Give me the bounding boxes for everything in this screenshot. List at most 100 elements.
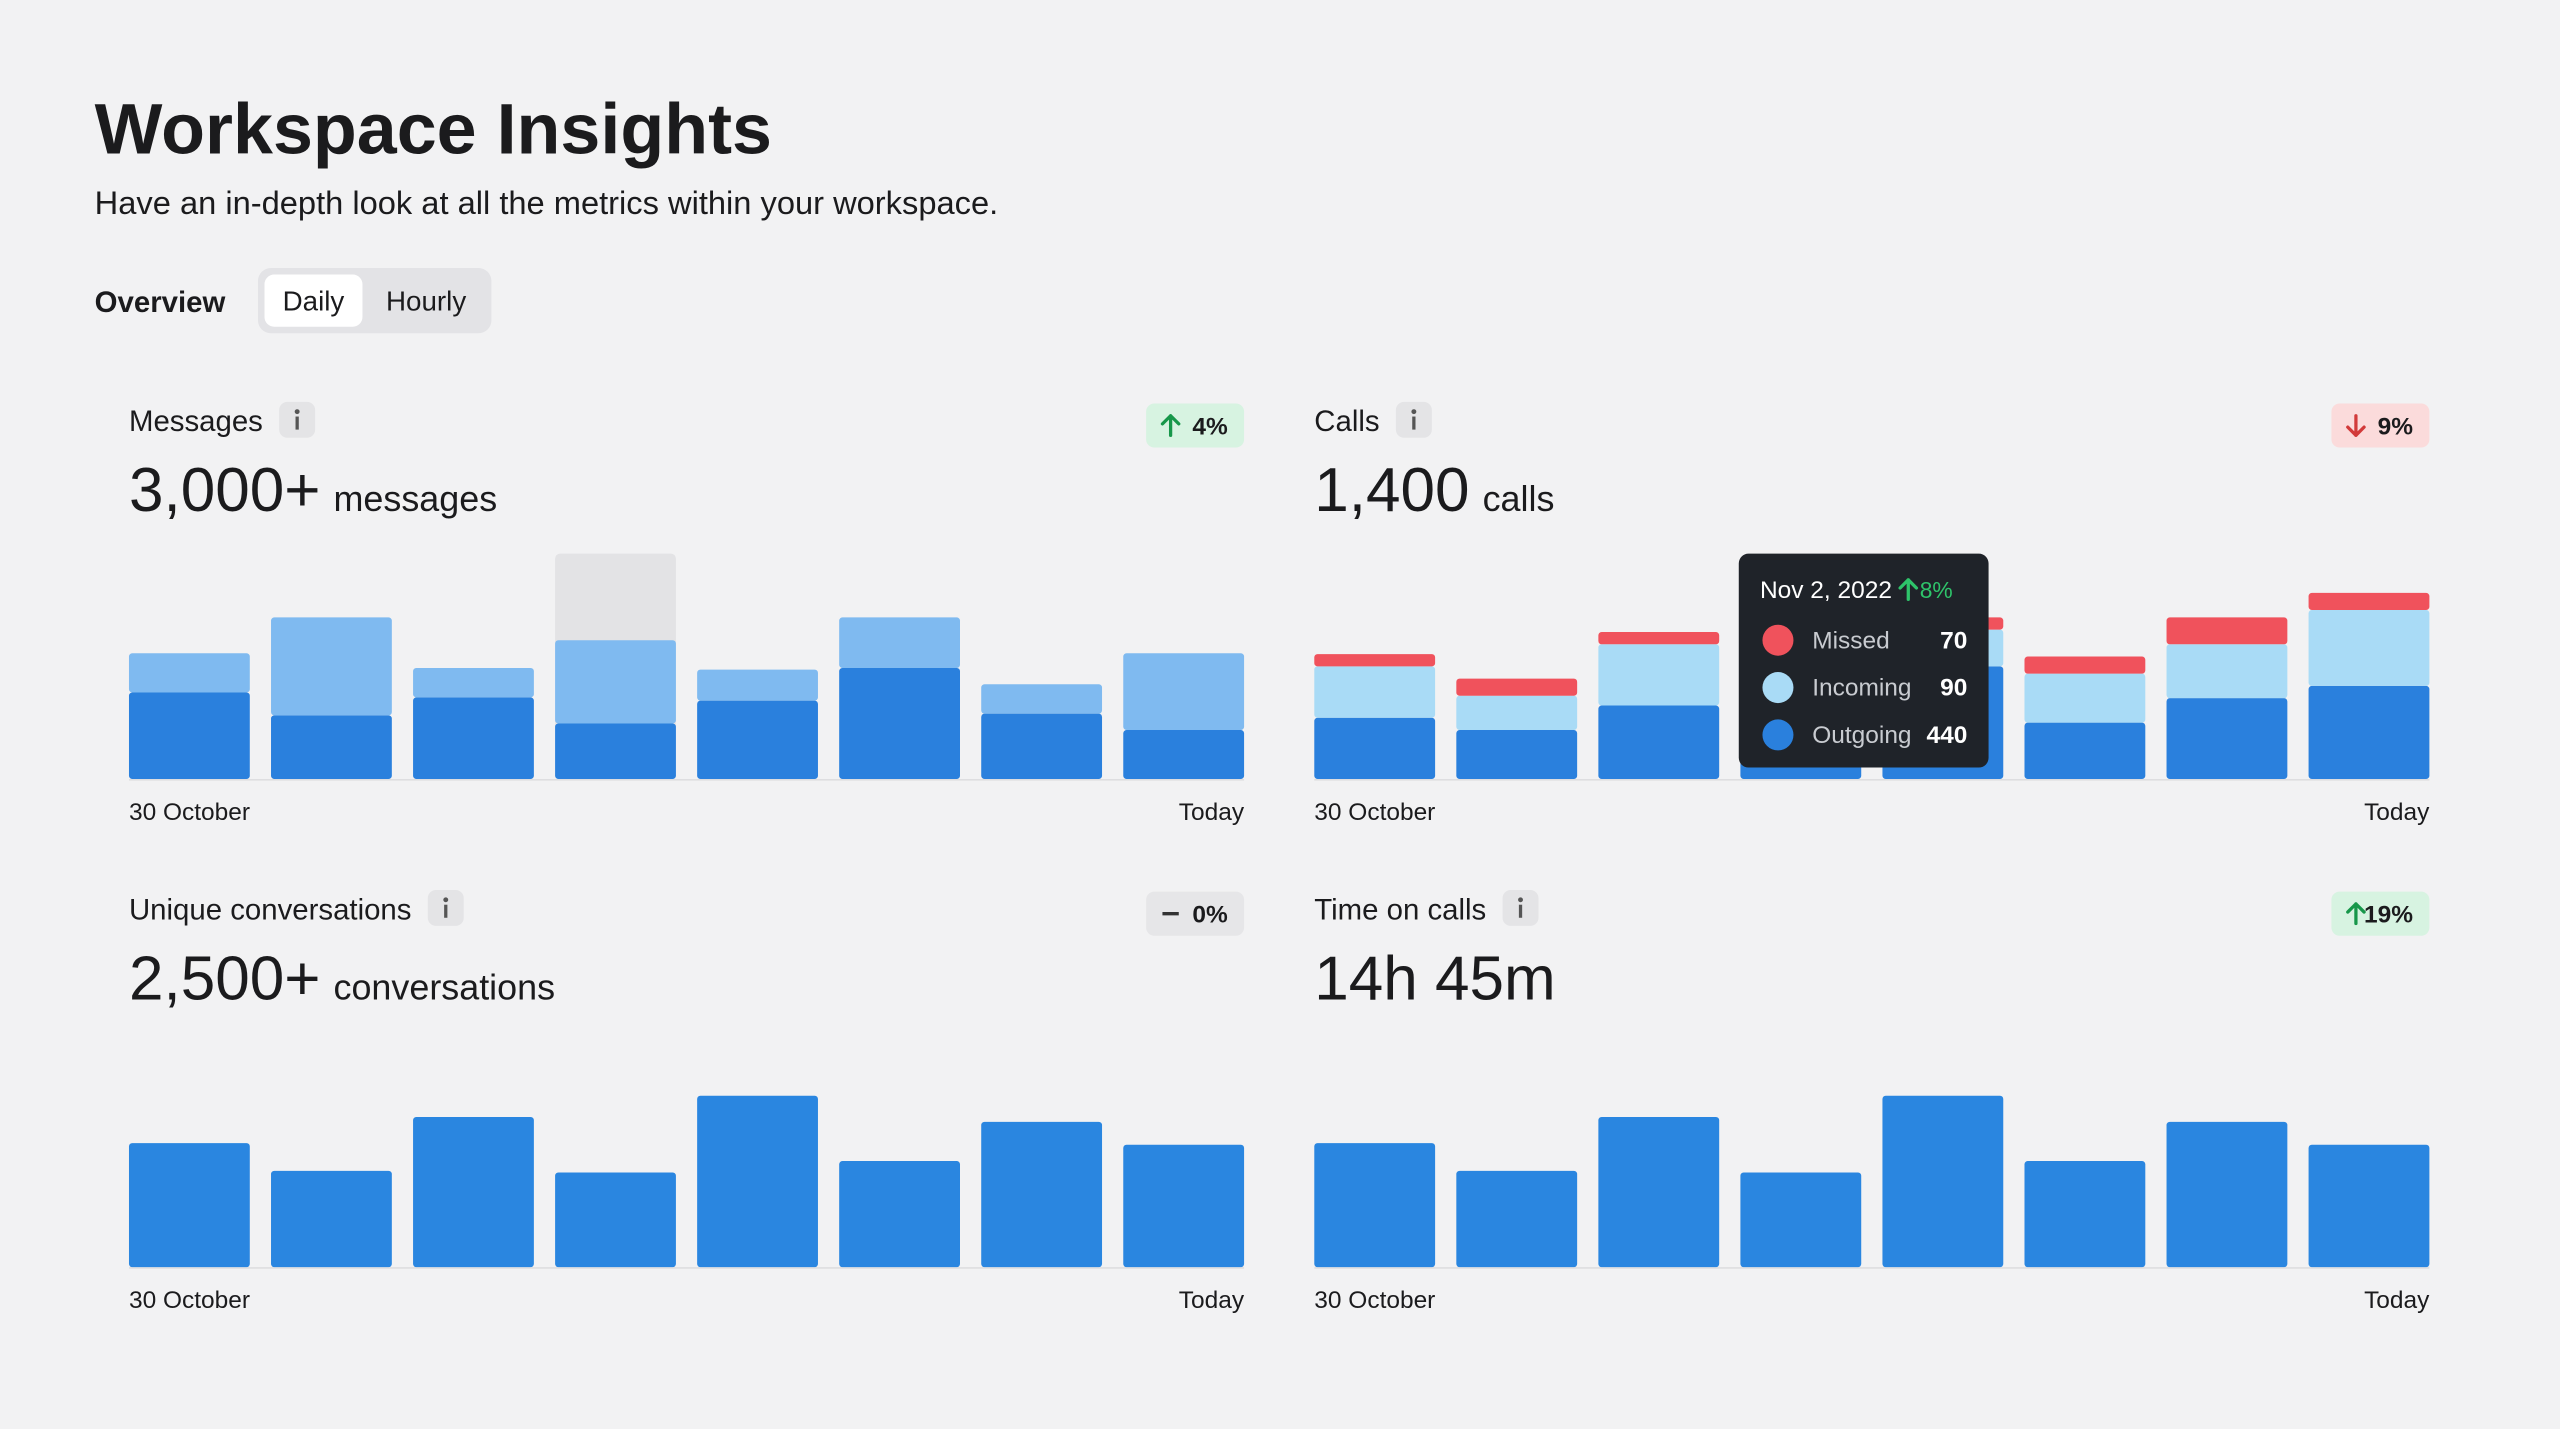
tooltip-date: Nov 2, 2022 [1760,577,1892,604]
bar-segment[interactable] [697,700,818,779]
tooltip-swatch [1762,672,1794,704]
bar-segment[interactable] [2166,698,2288,779]
bar-segment[interactable] [1123,653,1245,731]
change-arrow [2346,902,2366,926]
bar-segment[interactable] [413,1116,534,1268]
tab-daily[interactable]: Daily [283,285,345,316]
bar-segment[interactable] [839,667,960,779]
tooltip-series-value: 90 [1940,675,1967,702]
bar-segment[interactable] [1123,1144,1245,1268]
bar-segment[interactable] [555,640,676,724]
panel-title: Calls [1314,405,1379,438]
metric-number: 2,500+ [129,944,320,1013]
bar-segment[interactable] [1314,654,1436,667]
bar-segment[interactable] [2308,610,2430,686]
x-tick-label: 30 October [129,799,250,826]
panel-title: Unique conversations [129,893,411,926]
tooltip-change-arrow [1898,578,1919,602]
metric-unit: messages [334,478,498,519]
info-icon-dot [1411,409,1417,415]
bar-segment[interactable] [2308,1144,2430,1268]
bar-segment[interactable] [1314,717,1436,779]
tooltip-series-value: 70 [1940,627,1967,654]
metric-unit: conversations [334,966,556,1007]
info-icon-stem [1518,904,1523,918]
bar-segment[interactable] [1314,666,1436,718]
bar-segment[interactable] [128,692,250,779]
bar-segment[interactable] [413,667,534,698]
bar-segment[interactable] [555,723,676,779]
bar-segment[interactable] [1598,705,1720,779]
change-arrow [2346,414,2366,437]
bar-segment[interactable] [128,653,250,693]
bar-segment[interactable] [697,1095,818,1268]
tooltip-series-name: Missed [1812,627,1890,654]
bar-segment[interactable] [2308,592,2430,611]
page-subtitle: Have an in-depth look at all the metrics… [95,184,998,221]
tooltip-series-name: Outgoing [1812,722,1911,749]
info-icon-dot [443,897,449,903]
bar-segment[interactable] [2024,722,2146,779]
tooltip-change: 8% [1920,577,1953,603]
bar-segment[interactable] [697,669,818,701]
bar-segment[interactable] [128,1143,250,1268]
bar-segment[interactable] [1740,1172,1862,1268]
info-icon-stem [444,904,448,918]
bar-segment[interactable] [2166,644,2288,699]
tab-hourly[interactable]: Hourly [386,285,466,316]
info-icon-dot [294,409,300,415]
metric-unit: calls [1483,478,1555,519]
x-tick-label: Today [1179,1287,1245,1314]
panel-title: Time on calls [1314,893,1486,926]
bar-segment[interactable] [1598,644,1720,706]
bar-segment[interactable] [981,713,1103,779]
bar-segment[interactable] [1123,730,1245,779]
tooltip-series-value: 440 [1927,722,1968,749]
bar-segment[interactable] [1456,678,1578,696]
tab-active-bg[interactable] [264,274,363,327]
bar-segment[interactable] [2166,1121,2288,1268]
bar-segment[interactable] [271,715,392,779]
change-badge [1146,891,1245,936]
x-tick-label: Today [2364,799,2430,826]
overview-label: Overview [95,286,226,319]
bar-segment[interactable] [1456,695,1578,731]
tooltip [1738,553,1989,768]
change-text: 4% [1192,414,1228,441]
bar-segment[interactable] [1598,1116,1720,1268]
metric-number: 1,400 [1314,456,1469,525]
bar-segment[interactable] [555,1172,676,1268]
bar-segment[interactable] [1314,1143,1436,1268]
bar-segment[interactable] [413,697,534,779]
metric-value: 1,400 calls [1314,456,1554,525]
bar-segment[interactable] [2024,656,2146,674]
bar-segment[interactable] [2024,673,2146,723]
bar-segment[interactable] [2024,1161,2146,1268]
info-icon-stem [295,416,299,430]
tooltip-swatch [1762,624,1794,656]
bar-segment[interactable] [1598,632,1720,645]
bar-segment[interactable] [2166,617,2288,645]
bar-segment[interactable] [2308,685,2430,779]
change-text: 0% [1192,902,1228,929]
x-tick-label: 30 October [1314,799,1435,826]
bar-segment[interactable] [981,1121,1103,1268]
bar-segment[interactable] [839,617,960,668]
x-tick-label: 30 October [1314,1287,1435,1314]
bar-segment[interactable] [1456,1170,1578,1268]
metric-number: 3,000+ [129,456,320,525]
bar-segment[interactable] [839,1161,960,1268]
change-arrow [1160,414,1181,437]
panel-title: Messages [129,405,263,438]
bar-segment[interactable] [271,1170,392,1268]
metric-value: 3,000+ messages [129,456,497,525]
bar-segment[interactable] [1882,1095,2004,1268]
bar-segment[interactable] [1456,730,1578,779]
change-text: 9% [2378,414,2414,441]
tooltip-series-name: Incoming [1812,675,1911,702]
bar-segment[interactable] [271,617,392,716]
change-text: 19% [2364,902,2413,929]
bar-segment[interactable] [981,684,1103,714]
